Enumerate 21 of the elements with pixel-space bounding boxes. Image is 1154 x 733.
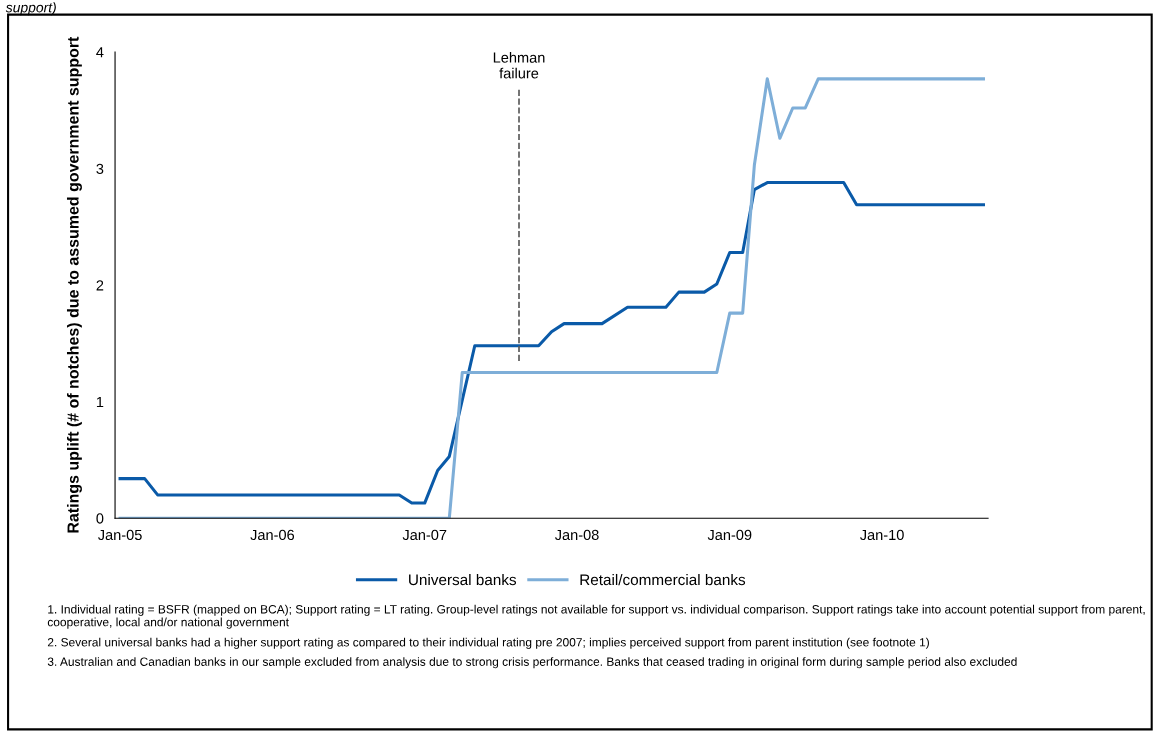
y-tick-label: 0	[96, 513, 104, 524]
y-tick-label: 4	[96, 47, 104, 58]
y-tick-label: 2	[96, 280, 104, 291]
text: 3. Australian and Canadian banks in our sample excluded from analysis due to strong crisis performance. Banks that ceased trading in original form during sample period also excluded	[47, 657, 1017, 669]
chart-title: support)	[5, 2, 56, 16]
line-series	[118, 181, 985, 505]
x-tick-label: Jan-09	[707, 529, 752, 541]
line-series	[118, 77, 985, 519]
legend-label: Universal banks	[409, 573, 517, 586]
text: 1. Individual rating = BSFR (mapped on BCA); Support rating = LT rating. Group-level ratings not available for support vs. individual comparison. Support ratings take into account potential support from parent, cooperative, local and/or national government	[47, 604, 1145, 629]
x-tick-label: Jan-10	[859, 529, 904, 541]
y-axis-title: Ratings uplift (# of notches) due to assumed government support	[66, 36, 82, 533]
ref-line-label: Lehman failure	[493, 52, 545, 79]
x-tick-label: Jan-07	[402, 529, 447, 541]
legend-label: Retail/commercial banks	[580, 573, 746, 586]
x-tick-label: Jan-08	[554, 529, 599, 541]
y-tick-label: 3	[96, 163, 104, 175]
x-tick-label: Jan-06	[250, 529, 295, 541]
x-tick-label: Jan-05	[98, 529, 142, 541]
y-tick-label: 1	[96, 396, 104, 407]
text: 2. Several universal banks had a higher support rating as compared to their individual rating pre 2007; implies perceived support from parent institution (see footnote 1)	[47, 637, 929, 649]
